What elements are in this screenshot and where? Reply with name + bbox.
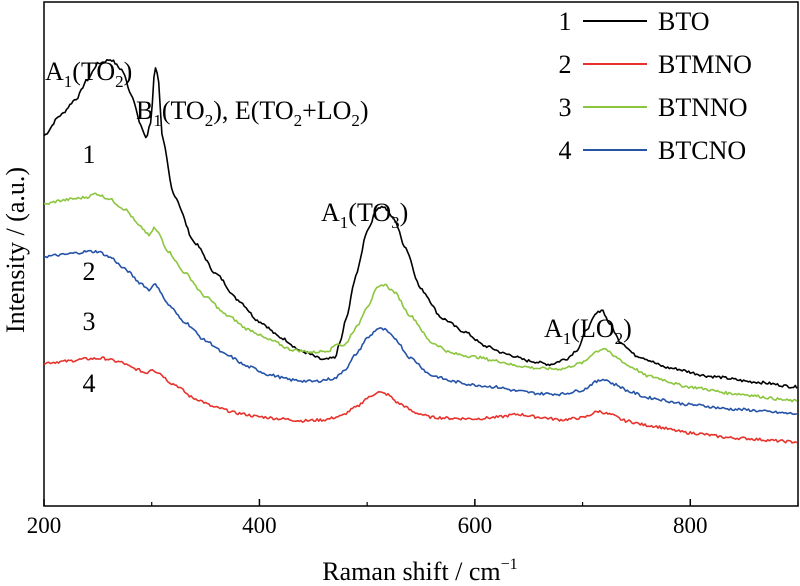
x-tick-label: 400 — [242, 513, 277, 538]
plot-border — [43, 1, 799, 507]
series-line-bto — [43, 58, 798, 389]
curve-number-labels: 1 2 3 4 — [83, 140, 96, 398]
y-axis-title: Intensity / (a.u.) — [1, 167, 30, 333]
legend-label: BTCNO — [658, 136, 746, 165]
legend-number: 3 — [559, 93, 572, 122]
legend: 1 BTO 2 BTMNO 3 BTNNO 4 BTCNO — [559, 7, 752, 165]
annotation-a1-to3: A1(TO3) — [321, 198, 408, 232]
series-line-btmno — [43, 356, 798, 444]
series-curves — [43, 58, 798, 444]
legend-entry-btcno: 4 BTCNO — [559, 136, 747, 165]
x-tick-label: 800 — [673, 513, 708, 538]
x-tick-label: 600 — [458, 513, 493, 538]
x-tick-label: 200 — [27, 513, 62, 538]
series-line-btnno — [43, 192, 798, 403]
annotation-a1-lo2: A1(LO2) — [544, 314, 632, 348]
legend-number: 2 — [559, 50, 572, 79]
legend-entry-bto: 1 BTO — [559, 7, 710, 36]
annotation-b1-e: B1(TO2), E(TO2+LO2) — [136, 96, 369, 130]
plot-frame — [43, 1, 799, 507]
legend-label: BTNNO — [658, 93, 748, 122]
curve-label-2: 2 — [83, 257, 96, 286]
legend-entry-btnno: 3 BTNNO — [559, 93, 748, 122]
curve-label-4: 4 — [83, 369, 96, 398]
legend-label: BTO — [658, 7, 710, 36]
legend-number: 1 — [559, 7, 572, 36]
legend-entry-btmno: 2 BTMNO — [559, 50, 752, 79]
x-axis-ticks: 200 400 600 800 — [27, 499, 799, 538]
series-line-btcno — [43, 249, 797, 416]
x-axis-title: Raman shift / cm−1 — [322, 556, 517, 586]
curve-label-1: 1 — [83, 140, 96, 169]
annotation-a1-to2: A1(TO2) — [45, 57, 132, 91]
curve-label-3: 3 — [83, 307, 96, 336]
peak-annotations: A1(TO2)B1(TO2), E(TO2+LO2) A1(TO3) A1(LO2) — [45, 57, 632, 348]
legend-label: BTMNO — [658, 50, 752, 79]
legend-number: 4 — [559, 136, 572, 165]
